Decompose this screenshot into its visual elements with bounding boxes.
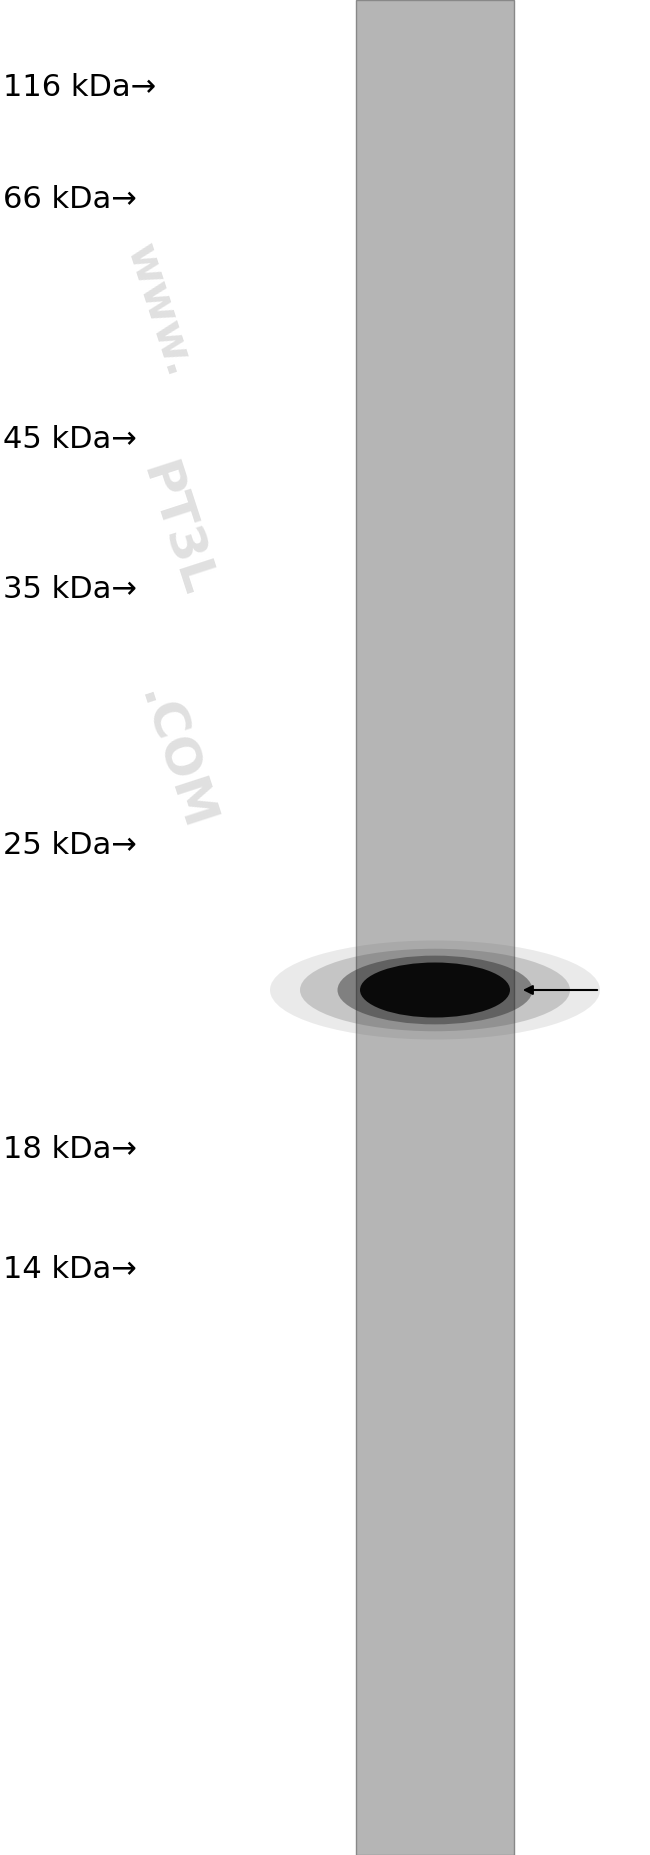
Text: 35 kDa→: 35 kDa→ (3, 575, 137, 605)
Bar (356, 0, 514, 1855)
Text: 18 kDa→: 18 kDa→ (3, 1135, 137, 1165)
Text: www.: www. (118, 237, 202, 382)
Text: 45 kDa→: 45 kDa→ (3, 425, 137, 454)
Ellipse shape (300, 948, 570, 1031)
Text: .COM: .COM (129, 683, 221, 838)
Text: PT3L: PT3L (131, 458, 219, 603)
Ellipse shape (337, 955, 532, 1024)
Text: 66 kDa→: 66 kDa→ (3, 186, 137, 215)
Text: 116 kDa→: 116 kDa→ (3, 74, 157, 102)
Text: 25 kDa→: 25 kDa→ (3, 831, 137, 859)
Ellipse shape (360, 963, 510, 1018)
Ellipse shape (270, 940, 600, 1039)
Text: 14 kDa→: 14 kDa→ (3, 1256, 137, 1284)
